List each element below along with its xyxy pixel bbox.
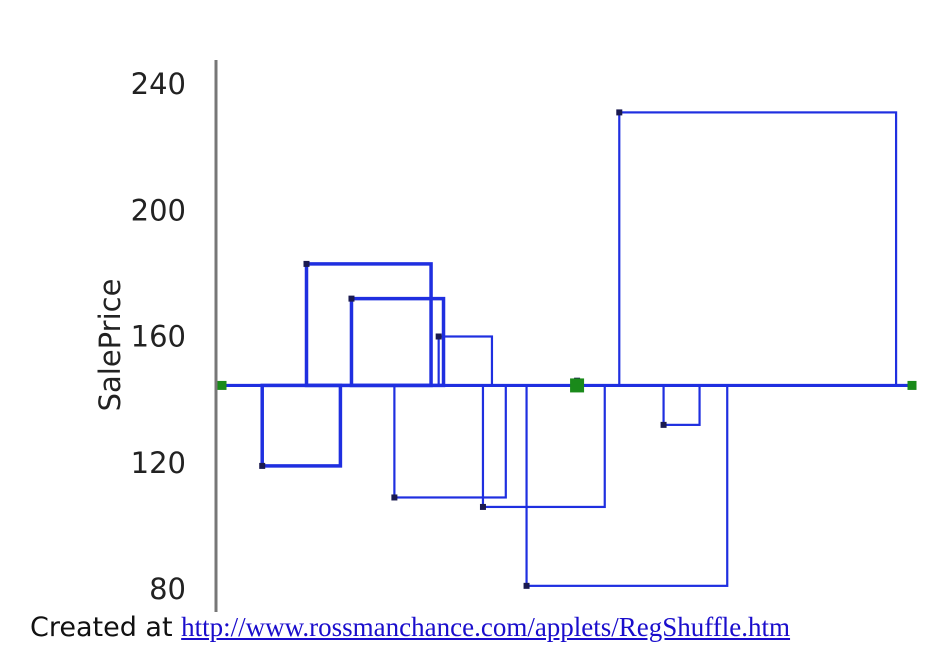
y-tick-label-160: 160 xyxy=(131,320,186,354)
residual-square-8 xyxy=(618,111,898,387)
y-tick-labels: 80 120 160 200 240 xyxy=(131,67,186,606)
mean-marker-2 xyxy=(570,378,585,393)
residual-square-7 xyxy=(525,384,729,587)
y-tick-label-240: 240 xyxy=(131,67,186,101)
data-point-7 xyxy=(523,582,530,589)
y-axis-title: SalePrice xyxy=(93,279,127,412)
data-point-9 xyxy=(660,421,667,428)
data-point-5 xyxy=(435,333,442,340)
caption: Created at http://www.rossmanchance.com/… xyxy=(30,612,790,643)
mean-markers xyxy=(217,378,917,393)
mean-marker-3 xyxy=(907,380,917,390)
data-points xyxy=(259,109,667,589)
squared-residuals xyxy=(260,111,898,587)
y-tick-label-80: 80 xyxy=(149,572,186,606)
y-tick-label-120: 120 xyxy=(131,446,186,480)
residual-square-1 xyxy=(260,383,343,468)
data-point-1 xyxy=(259,462,266,469)
regression-shuffle-chart: 80 120 160 200 240 SalePrice xyxy=(93,60,917,612)
y-tick-label-200: 200 xyxy=(131,193,186,227)
caption-link[interactable]: http://www.rossmanchance.com/applets/Reg… xyxy=(181,612,791,642)
data-point-6 xyxy=(479,503,486,510)
residual-square-6 xyxy=(481,384,606,509)
residual-square-2 xyxy=(304,262,433,388)
data-point-10 xyxy=(616,109,623,116)
data-point-4 xyxy=(391,494,398,501)
residual-square-9 xyxy=(662,384,701,426)
mean-marker-1 xyxy=(217,380,227,390)
residual-square-4 xyxy=(393,384,507,499)
caption-prefix: Created at xyxy=(30,612,182,643)
residual-square-5 xyxy=(437,335,494,387)
data-point-3 xyxy=(348,295,355,302)
data-point-2 xyxy=(303,260,310,267)
